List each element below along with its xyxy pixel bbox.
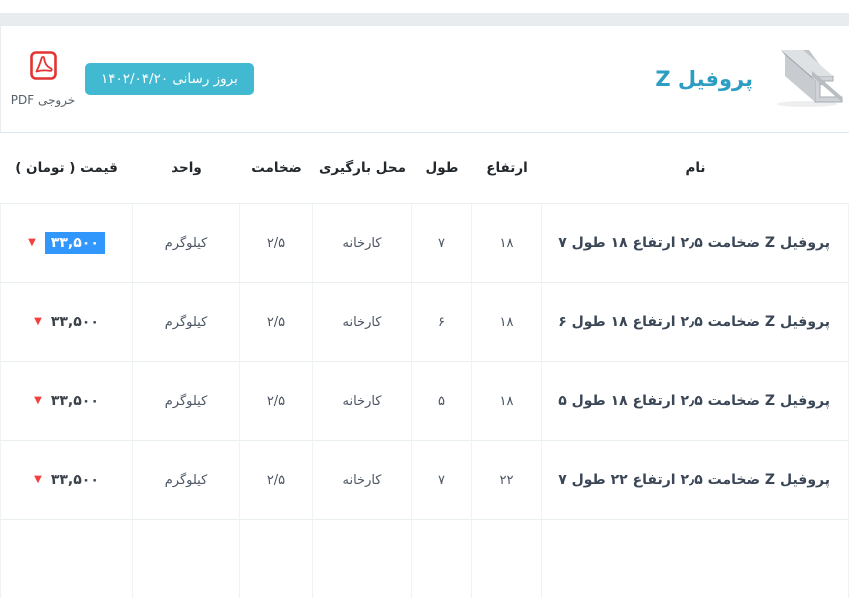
cell-thickness: ۲/۵ [240, 282, 313, 361]
price-table-body: پروفیل Z ضخامت ۲٫۵ ارتفاع ۱۸ طول ۷ ۱۸ ۷ کار… [0, 203, 849, 598]
cell-length: ۷ [412, 440, 472, 519]
column-header-height: ارتفاع [472, 133, 542, 203]
column-header-length: طول [412, 133, 472, 203]
table-row: پروفیل Z ضخامت ۲٫۵ ارتفاع ۱۸ طول ۵ ۱۸ ۵ کار… [0, 361, 849, 440]
cell-loading-place: کارخانه [313, 361, 412, 440]
cell-height: ۲۲ [472, 440, 542, 519]
cell-unit [133, 519, 240, 598]
cell-height [472, 519, 542, 598]
page-header: خروجی PDF بروز رسانی ۱۴۰۲/۰۴/۲۰ پروفیل Z [0, 26, 849, 133]
price-value-selected: ۳۳,۵۰۰ [44, 232, 105, 254]
cell-loading-place: کارخانه [313, 282, 412, 361]
cell-height: ۱۸ [472, 361, 542, 440]
cell-price: ۳۳,۵۰۰ ▼ [0, 282, 133, 361]
cell-loading-place: کارخانه [313, 203, 412, 282]
price-value: ۳۳,۵۰۰ [50, 472, 99, 488]
column-header-loading: محل بارگیری [313, 133, 412, 203]
cell-length: ۷ [412, 203, 472, 282]
cell-length [412, 519, 472, 598]
cell-loading-place: کارخانه [313, 440, 412, 519]
table-row: پروفیل Z ضخامت ۲٫۵ ارتفاع ۲۲ طول ۷ ۲۲ ۷ کار… [0, 440, 849, 519]
cell-price: ۳۳,۵۰۰ ▼ [0, 203, 133, 282]
cell-unit: کیلوگرم [133, 282, 240, 361]
cell-thickness: ۲/۵ [240, 203, 313, 282]
price-trend-down-icon: ▼ [34, 395, 42, 406]
cell-product-name[interactable]: پروفیل Z ضخامت ۲٫۵ ارتفاع ۲۲ طول ۷ [542, 440, 849, 519]
price-table: نام ارتفاع طول محل بارگیری ضخامت واحد قی… [0, 133, 849, 598]
table-header-row: نام ارتفاع طول محل بارگیری ضخامت واحد قی… [0, 133, 849, 203]
column-header-unit: واحد [133, 133, 240, 203]
price-value: ۳۳,۵۰۰ [50, 393, 99, 409]
column-header-name: نام [542, 133, 849, 203]
pdf-icon [29, 51, 57, 84]
cell-product-name [542, 519, 849, 598]
page-title: پروفیل Z [655, 67, 753, 91]
cell-thickness: ۲/۵ [240, 440, 313, 519]
product-block: پروفیل Z [641, 26, 849, 132]
cell-price: ۳۳,۵۰۰ ▼ [0, 361, 133, 440]
cell-length: ۵ [412, 361, 472, 440]
pdf-export-button[interactable]: خروجی PDF [0, 26, 85, 132]
cell-unit: کیلوگرم [133, 361, 240, 440]
cell-length: ۶ [412, 282, 472, 361]
cell-product-name[interactable]: پروفیل Z ضخامت ۲٫۵ ارتفاع ۱۸ طول ۷ [542, 203, 849, 282]
cell-height: ۱۸ [472, 282, 542, 361]
update-date-badge: بروز رسانی ۱۴۰۲/۰۴/۲۰ [85, 63, 254, 95]
cell-unit: کیلوگرم [133, 440, 240, 519]
cell-product-name[interactable]: پروفیل Z ضخامت ۲٫۵ ارتفاع ۱۸ طول ۶ [542, 282, 849, 361]
header-spacer [299, 26, 641, 132]
table-row-empty [0, 519, 849, 598]
cell-thickness: ۲/۵ [240, 361, 313, 440]
pdf-export-label: خروجی PDF [10, 93, 76, 107]
top-strip [0, 13, 849, 26]
cell-loading-place [313, 519, 412, 598]
cell-product-name[interactable]: پروفیل Z ضخامت ۲٫۵ ارتفاع ۱۸ طول ۵ [542, 361, 849, 440]
cell-unit: کیلوگرم [133, 203, 240, 282]
column-header-price: قیمت ( تومان ) [0, 133, 133, 203]
column-header-thickness: ضخامت [240, 133, 313, 203]
table-row: پروفیل Z ضخامت ۲٫۵ ارتفاع ۱۸ طول ۷ ۱۸ ۷ کار… [0, 203, 849, 282]
table-row: پروفیل Z ضخامت ۲٫۵ ارتفاع ۱۸ طول ۶ ۱۸ ۶ کار… [0, 282, 849, 361]
cell-height: ۱۸ [472, 203, 542, 282]
cell-price: ۳۳,۵۰۰ ▼ [0, 440, 133, 519]
price-trend-down-icon: ▼ [34, 474, 42, 485]
price-trend-down-icon: ▼ [34, 316, 42, 327]
price-value: ۳۳,۵۰۰ [50, 314, 99, 330]
cell-price [0, 519, 133, 598]
z-profile-image [767, 44, 849, 114]
price-trend-down-icon: ▼ [28, 237, 36, 248]
cell-thickness [240, 519, 313, 598]
top-margin [0, 0, 849, 13]
